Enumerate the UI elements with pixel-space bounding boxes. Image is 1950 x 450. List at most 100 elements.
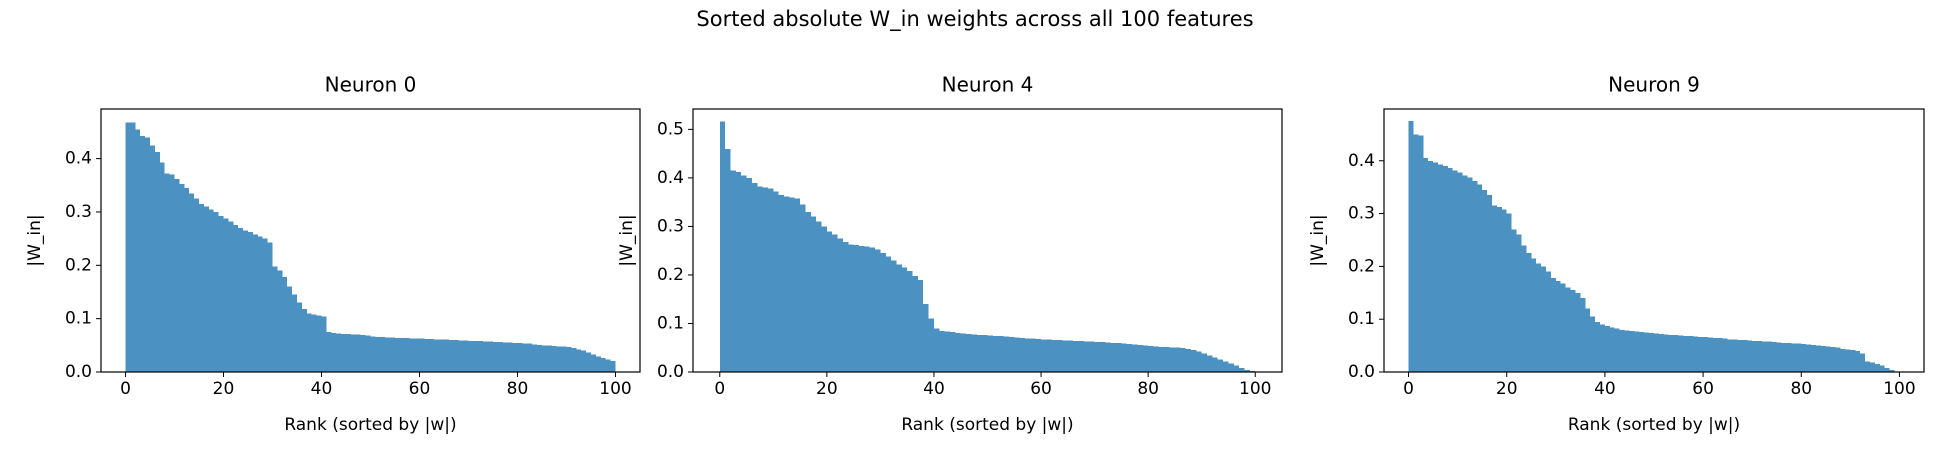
bar bbox=[1008, 337, 1015, 372]
bar bbox=[365, 335, 371, 372]
bar bbox=[1089, 341, 1095, 372]
bar bbox=[346, 334, 351, 372]
x-tick-label: 20 bbox=[816, 379, 838, 399]
bar bbox=[1051, 339, 1058, 372]
bar bbox=[1688, 336, 1694, 372]
subplot: 0 20 40 60 80 100 0.0 0.1 0.2 0.3 0.4 Neuron 0 Rank … bbox=[25, 73, 641, 435]
bar bbox=[971, 334, 977, 372]
x-tick-label: 0 bbox=[120, 379, 131, 399]
bar bbox=[551, 345, 557, 372]
x-tick-label: 100 bbox=[599, 379, 631, 399]
bar bbox=[1600, 324, 1605, 372]
bar bbox=[966, 334, 972, 372]
bar bbox=[901, 267, 908, 372]
bar bbox=[537, 344, 542, 372]
bar bbox=[512, 343, 518, 372]
y-tick-label: 0.2 bbox=[657, 265, 684, 285]
bar bbox=[233, 224, 239, 372]
bar bbox=[1094, 341, 1100, 372]
bar bbox=[1153, 346, 1159, 372]
bar bbox=[1712, 338, 1718, 372]
bar bbox=[605, 359, 611, 372]
y-tick-label: 0.4 bbox=[65, 149, 92, 169]
x-tick-label: 100 bbox=[1239, 379, 1271, 399]
y-tick-label: 0.3 bbox=[65, 202, 92, 222]
bar bbox=[1083, 341, 1090, 372]
bar bbox=[1067, 340, 1074, 372]
bar bbox=[1757, 340, 1762, 372]
bar bbox=[395, 337, 400, 372]
bar bbox=[591, 354, 596, 372]
bar bbox=[135, 129, 141, 372]
bar bbox=[767, 188, 774, 372]
bar bbox=[243, 230, 248, 372]
bar bbox=[816, 221, 822, 372]
bar bbox=[213, 211, 219, 372]
bar bbox=[1884, 367, 1890, 372]
bar bbox=[385, 337, 391, 372]
bar bbox=[150, 145, 155, 372]
bar bbox=[532, 344, 538, 372]
bar bbox=[1654, 333, 1659, 372]
bar bbox=[1536, 263, 1542, 372]
bar bbox=[880, 253, 886, 372]
bar bbox=[1041, 339, 1047, 372]
axes-frame bbox=[1383, 108, 1925, 373]
x-tick-label: 40 bbox=[311, 379, 333, 399]
bar bbox=[125, 122, 131, 372]
bar bbox=[789, 197, 795, 372]
bar bbox=[1472, 180, 1478, 372]
bar bbox=[1217, 359, 1224, 372]
bar bbox=[1003, 336, 1009, 372]
bar bbox=[458, 340, 464, 372]
bar bbox=[1762, 341, 1767, 372]
bar bbox=[355, 334, 361, 372]
bar bbox=[272, 266, 278, 372]
bar bbox=[917, 279, 924, 372]
bar bbox=[1462, 175, 1468, 372]
bar bbox=[1212, 357, 1218, 372]
bar bbox=[1663, 334, 1669, 372]
bar bbox=[301, 309, 307, 372]
bar bbox=[159, 162, 165, 372]
bar bbox=[341, 334, 346, 372]
bar bbox=[1546, 271, 1551, 372]
bar bbox=[1550, 277, 1556, 372]
bar bbox=[360, 335, 366, 372]
bar bbox=[837, 238, 843, 372]
bar bbox=[885, 256, 892, 372]
bar bbox=[1791, 343, 1797, 372]
bar bbox=[556, 346, 562, 372]
subplot-title: Neuron 9 bbox=[1608, 73, 1700, 97]
y-axis-label: |W_in| bbox=[1308, 214, 1328, 266]
bar bbox=[1830, 347, 1836, 372]
bar bbox=[1019, 338, 1025, 372]
bar bbox=[1423, 158, 1429, 372]
bar bbox=[1228, 363, 1234, 372]
bar bbox=[1201, 353, 1208, 372]
figure-title: Sorted absolute W_in weights across all … bbox=[696, 7, 1253, 32]
bar bbox=[746, 177, 752, 372]
x-tick-label: 80 bbox=[1790, 379, 1812, 399]
x-tick-label: 40 bbox=[1594, 379, 1616, 399]
bar bbox=[719, 121, 726, 372]
y-axis-label: |W_in| bbox=[25, 214, 45, 266]
bar bbox=[1121, 343, 1127, 372]
bar bbox=[1433, 162, 1438, 372]
bar bbox=[1438, 164, 1443, 372]
bar bbox=[730, 170, 736, 372]
bar bbox=[1845, 349, 1851, 372]
bar bbox=[1722, 338, 1728, 372]
bar bbox=[297, 302, 302, 372]
subplot-title: Neuron 4 bbox=[942, 73, 1034, 97]
bar bbox=[1732, 339, 1738, 372]
bar bbox=[1673, 335, 1679, 372]
bar bbox=[390, 337, 395, 372]
bar bbox=[848, 244, 854, 372]
bar bbox=[923, 304, 929, 372]
bar bbox=[164, 173, 170, 372]
bar bbox=[1639, 331, 1645, 372]
bar bbox=[1428, 160, 1434, 372]
bar bbox=[944, 331, 951, 372]
bar bbox=[140, 136, 146, 372]
